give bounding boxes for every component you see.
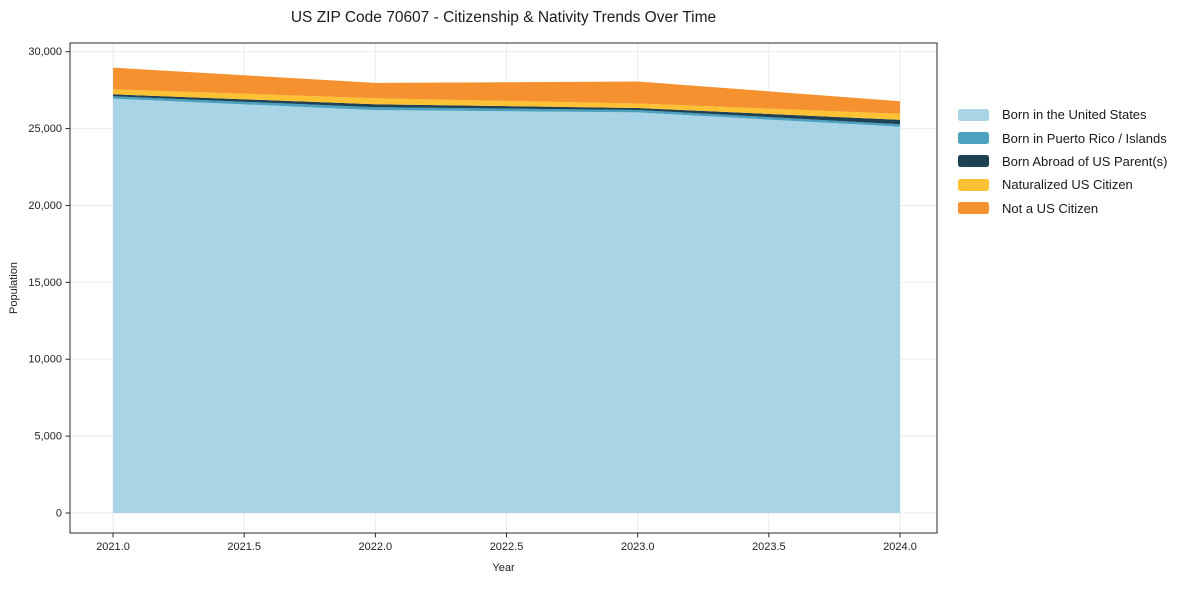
legend-item: Born in the United States	[958, 103, 1167, 126]
x-axis-label: Year	[492, 562, 515, 574]
legend-label: Born in Puerto Rico / Islands	[1002, 130, 1167, 146]
legend-label: Naturalized US Citizen	[1002, 177, 1133, 193]
y-axis-label: Population	[8, 262, 20, 314]
area-series	[113, 98, 901, 514]
y-tick-label: 15,000	[28, 277, 62, 289]
x-tick-label: 2021.0	[96, 541, 130, 553]
legend-item: Born Abroad of US Parent(s)	[958, 150, 1167, 173]
legend: Born in the United States Born in Puerto …	[958, 103, 1167, 220]
legend-swatch	[958, 108, 989, 121]
x-tick-label: 2022.0	[359, 541, 393, 553]
y-tick-label: 10,000	[28, 354, 62, 366]
legend-swatch	[958, 132, 989, 145]
x-tick-label: 2022.5	[490, 541, 524, 553]
legend-item: Born in Puerto Rico / Islands	[958, 126, 1167, 149]
y-tick-label: 25,000	[28, 123, 62, 135]
x-tick-label: 2024.0	[883, 541, 917, 553]
legend-swatch	[958, 202, 989, 215]
legend-item: Naturalized US Citizen	[958, 173, 1167, 196]
area-series	[113, 67, 901, 114]
legend-label: Not a US Citizen	[1002, 200, 1099, 216]
x-tick-label: 2023.0	[621, 541, 655, 553]
plot-border	[69, 42, 938, 534]
y-tick-label: 5,000	[34, 431, 62, 443]
x-tick-label: 2023.5	[752, 541, 786, 553]
chart-title: US ZIP Code 70607 - Citizenship & Nativi…	[290, 9, 717, 26]
legend-item: Not a US Citizen	[958, 197, 1167, 220]
legend-swatch	[958, 178, 989, 191]
x-tick-label: 2021.5	[227, 541, 261, 553]
legend-swatch	[958, 155, 989, 168]
legend-label: Born Abroad of US Parent(s)	[1002, 153, 1168, 169]
y-tick-label: 30,000	[28, 46, 62, 58]
y-tick-label: 0	[56, 508, 62, 520]
legend-label: Born in the United States	[1002, 107, 1147, 123]
area-series	[113, 89, 901, 120]
y-tick-label: 20,000	[28, 200, 62, 212]
